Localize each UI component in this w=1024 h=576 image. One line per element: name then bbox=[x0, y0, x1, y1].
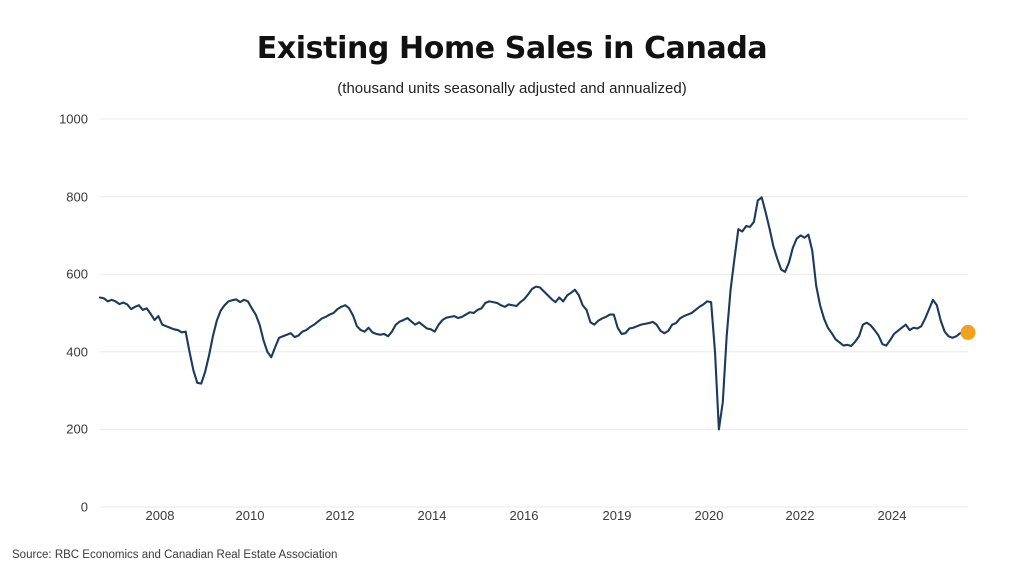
chart-title: Existing Home Sales in Canada bbox=[256, 31, 768, 66]
x-tick-label-2008: 2008 bbox=[145, 508, 175, 523]
y-axis: 0 200 400 600 800 1000 bbox=[0, 0, 88, 576]
y-tick-label-800: 800 bbox=[66, 189, 88, 205]
source-note: Source: RBC Economics and Canadian Real … bbox=[12, 549, 338, 561]
gridlines bbox=[100, 118, 968, 508]
x-tick-label-2010: 2010 bbox=[235, 508, 265, 523]
x-tick-label-2014: 2014 bbox=[417, 508, 447, 523]
x-tick-label-2022: 2022 bbox=[785, 508, 815, 523]
x-tick-label-2012: 2012 bbox=[325, 508, 355, 523]
x-tick-label-2020: 2020 bbox=[694, 508, 724, 523]
x-tick-label-2016: 2016 bbox=[509, 508, 539, 523]
x-tick-label-2019: 2019 bbox=[602, 508, 632, 523]
series-line-existing-home-sales bbox=[98, 196, 970, 431]
y-tick-label-200: 200 bbox=[66, 421, 88, 437]
y-tick-label-400: 400 bbox=[66, 344, 88, 360]
end-point-marker bbox=[960, 324, 976, 340]
x-tick-label-2024: 2024 bbox=[877, 508, 907, 523]
y-tick-label-0: 0 bbox=[80, 499, 88, 515]
chart-subtitle: (thousand units seasonally adjusted and … bbox=[337, 80, 687, 97]
y-tick-label-1000: 1000 bbox=[59, 111, 88, 127]
y-tick-label-600: 600 bbox=[66, 266, 88, 282]
